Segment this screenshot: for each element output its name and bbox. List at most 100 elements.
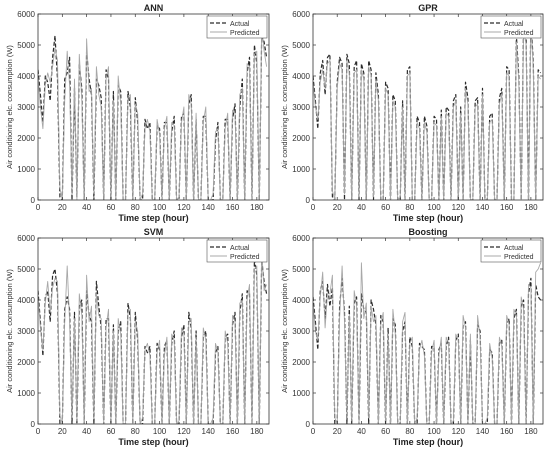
- chart-2-y-tick-label: 5000: [17, 265, 35, 274]
- chart-2-y-tick-label: 6000: [17, 234, 35, 243]
- chart-3-legend-label: Actual: [504, 245, 524, 252]
- chart-1-legend-label: Actual: [504, 21, 524, 28]
- chart-2-x-tick-label: 40: [82, 427, 91, 436]
- chart-3-legend-label: Predicted: [504, 254, 534, 261]
- chart-3-y-tick-label: 2000: [292, 358, 310, 367]
- chart-0-title: ANN: [144, 3, 164, 13]
- chart-1-x-tick-label: 0: [311, 203, 316, 212]
- chart-3-y-tick-label: 3000: [292, 327, 310, 336]
- chart-0-x-tick-label: 20: [58, 203, 67, 212]
- chart-0-y-tick-label: 3000: [17, 103, 35, 112]
- chart-2-x-tick-label: 120: [177, 427, 191, 436]
- chart-0-legend-label: Actual: [230, 21, 250, 28]
- chart-2-panel: 0 20 40 60 80 100 120 140 160 180 0 1000 2000 3000 400…: [5, 227, 270, 447]
- chart-3-y-tick-label: 6000: [292, 234, 310, 243]
- chart-1-panel: 0 20 40 60 80 100 120 140 160 180 0 1000 2000 3000 400…: [280, 3, 544, 223]
- chart-2-series-predicted-line: [38, 249, 268, 424]
- chart-1-x-tick-label: 60: [381, 203, 390, 212]
- chart-1-y-tick-label: 5000: [292, 41, 310, 50]
- chart-0-series-predicted-line: [38, 25, 268, 200]
- chart-1-y-tick-label: 6000: [292, 10, 310, 19]
- chart-2-x-tick-label: 20: [58, 427, 67, 436]
- chart-0-x-tick-label: 40: [82, 203, 91, 212]
- chart-0-y-tick-label: 5000: [17, 41, 35, 50]
- chart-3-x-tick-label: 0: [311, 427, 316, 436]
- chart-1-title: GPR: [418, 3, 438, 13]
- chart-2-y-tick-label: 4000: [17, 296, 35, 305]
- chart-1-x-tick-label: 40: [357, 203, 366, 212]
- chart-2-legend-box: [206, 239, 268, 263]
- chart-1-x-label: Time step (hour): [393, 213, 463, 223]
- chart-3-x-tick-label: 80: [405, 427, 414, 436]
- chart-3-x-label: Time step (hour): [393, 437, 463, 447]
- chart-1-x-tick-label: 80: [405, 203, 414, 212]
- chart-1-x-tick-label: 180: [524, 203, 538, 212]
- chart-0-y-tick-label: 1000: [17, 165, 35, 174]
- chart-2-y-tick-label: 2000: [17, 358, 35, 367]
- chart-0-x-tick-label: 160: [226, 203, 240, 212]
- chart-3-x-tick-label: 120: [452, 427, 466, 436]
- chart-0-panel: 0 20 40 60 80 100 120 140 160 180 0 1000 2000 3000 400…: [5, 3, 270, 223]
- chart-1-y-tick-label: 4000: [292, 72, 310, 81]
- chart-1-legend-label: Predicted: [504, 30, 534, 37]
- chart-0-y-tick-label: 4000: [17, 72, 35, 81]
- chart-1-x-tick-label: 120: [452, 203, 466, 212]
- chart-3-y-tick-label: 5000: [292, 265, 310, 274]
- chart-0-x-tick-label: 120: [177, 203, 191, 212]
- chart-1-legend-box: [480, 15, 542, 39]
- chart-0-y-tick-label: 0: [31, 196, 36, 205]
- chart-3-title: Boosting: [409, 227, 448, 237]
- chart-1-x-tick-label: 100: [427, 203, 441, 212]
- chart-2-x-tick-label: 160: [226, 427, 240, 436]
- chart-3-x-tick-label: 160: [500, 427, 514, 436]
- chart-1-y-tick-label: 2000: [292, 134, 310, 143]
- chart-0-x-tick-label: 140: [202, 203, 216, 212]
- chart-1-y-tick-label: 1000: [292, 165, 310, 174]
- chart-2-x-tick-label: 180: [250, 427, 264, 436]
- chart-0-x-tick-label: 100: [153, 203, 167, 212]
- chart-3-y-tick-label: 0: [306, 420, 311, 429]
- chart-3-y-tick-label: 1000: [292, 389, 310, 398]
- chart-2-x-tick-label: 80: [131, 427, 140, 436]
- chart-0-x-tick-label: 0: [36, 203, 41, 212]
- chart-0-x-tick-label: 80: [131, 203, 140, 212]
- chart-3-x-tick-label: 100: [427, 427, 441, 436]
- chart-3-x-tick-label: 140: [476, 427, 490, 436]
- chart-0-x-label: Time step (hour): [118, 213, 188, 223]
- chart-0-legend-label: Predicted: [230, 30, 260, 37]
- chart-2-y-label: Air conditioning elc. consumption (W): [5, 269, 14, 393]
- chart-2-title: SVM: [144, 227, 164, 237]
- chart-0-x-tick-label: 180: [250, 203, 264, 212]
- chart-3-x-tick-label: 20: [333, 427, 342, 436]
- chart-3-x-tick-label: 40: [357, 427, 366, 436]
- chart-2-y-tick-label: 1000: [17, 389, 35, 398]
- chart-3-x-tick-label: 180: [524, 427, 538, 436]
- chart-3-series-predicted-line: [313, 262, 542, 424]
- chart-0-x-tick-label: 60: [106, 203, 115, 212]
- chart-1-y-tick-label: 3000: [292, 103, 310, 112]
- chart-0-y-tick-label: 2000: [17, 134, 35, 143]
- chart-3-x-tick-label: 60: [381, 427, 390, 436]
- chart-1-x-tick-label: 20: [333, 203, 342, 212]
- chart-3-y-tick-label: 4000: [292, 296, 310, 305]
- chart-2-y-tick-label: 0: [31, 420, 36, 429]
- chart-2-y-tick-label: 3000: [17, 327, 35, 336]
- chart-1-x-tick-label: 140: [476, 203, 490, 212]
- chart-1-y-label: Air conditioning elc. consumption (W): [280, 45, 289, 169]
- chart-2-legend-label: Predicted: [230, 254, 260, 261]
- chart-1-y-tick-label: 0: [306, 196, 311, 205]
- chart-3-legend-box: [480, 239, 542, 263]
- chart-0-legend-box: [206, 15, 268, 39]
- chart-2-x-tick-label: 60: [106, 427, 115, 436]
- chart-3-panel: 0 20 40 60 80 100 120 140 160 180 0 1000 2000 3000 400…: [280, 227, 544, 447]
- chart-2-x-tick-label: 140: [202, 427, 216, 436]
- chart-2-x-tick-label: 100: [153, 427, 167, 436]
- chart-3-y-label: Air conditioning elc. consumption (W): [280, 269, 289, 393]
- chart-0-y-label: Air conditioning elc. consumption (W): [5, 45, 14, 169]
- chart-0-y-tick-label: 6000: [17, 10, 35, 19]
- chart-1-series-predicted-line: [313, 22, 541, 200]
- chart-2-x-label: Time step (hour): [118, 437, 188, 447]
- chart-1-x-tick-label: 160: [500, 203, 514, 212]
